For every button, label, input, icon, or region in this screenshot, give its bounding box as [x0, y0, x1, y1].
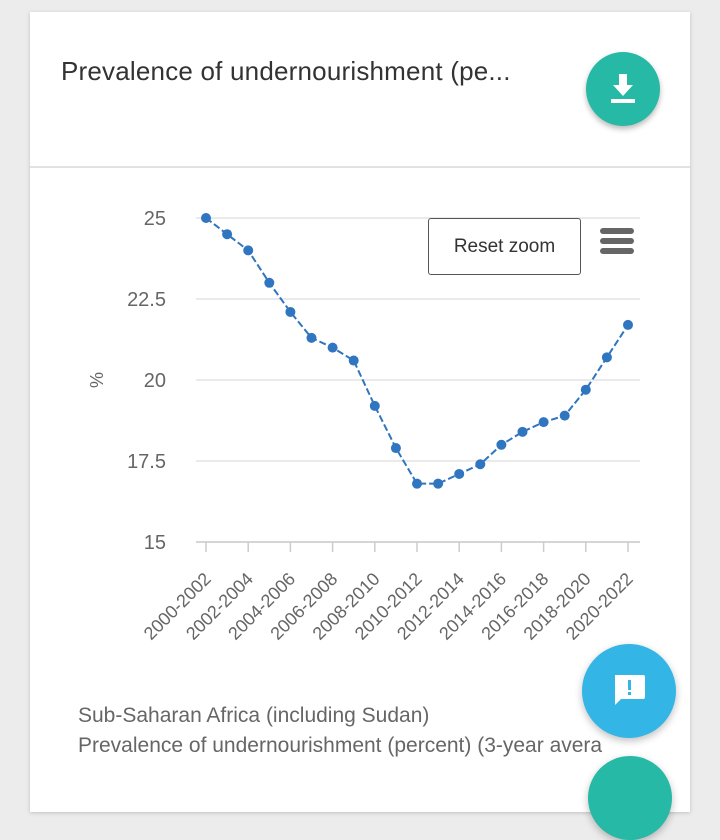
- chart-area: 25 22.5 20 17.5 15 2000-2002 2002-2004 2004-200…: [87, 208, 640, 644]
- data-point: [601, 352, 612, 363]
- y-axis-title: %: [87, 372, 107, 388]
- reset-zoom-button[interactable]: Reset zoom: [428, 218, 581, 275]
- data-point: [348, 355, 359, 366]
- data-point: [433, 478, 444, 489]
- data-point: [412, 478, 422, 489]
- hamburger-menu-icon: [598, 228, 638, 263]
- data-point: [201, 213, 211, 223]
- data-point: [538, 417, 549, 428]
- caption-region: Sub-Saharan Africa (including Sudan): [78, 704, 430, 727]
- data-point: [390, 443, 401, 454]
- chart-menu-button[interactable]: [598, 224, 638, 260]
- feedback-icon: [611, 672, 647, 711]
- data-point: [369, 400, 380, 411]
- data-point: [496, 439, 507, 450]
- chart-card: Prevalence of undernourishment (pe...: [30, 12, 690, 812]
- data-point: [243, 245, 254, 256]
- y-tick-label: 17.5: [127, 451, 166, 473]
- data-point: [559, 410, 570, 421]
- data-point: [327, 342, 338, 353]
- data-point: [475, 459, 486, 470]
- line-chart: 2522.52017.5152000-20022002-20042004-200…: [87, 208, 640, 644]
- y-tick-label: 22.5: [127, 289, 166, 311]
- caption-indicator: Prevalence of undernourishment (percent)…: [78, 734, 603, 757]
- download-icon: [608, 72, 638, 107]
- data-point: [306, 332, 317, 343]
- series-line: [205, 217, 629, 485]
- feedback-button[interactable]: [582, 644, 676, 738]
- data-point: [623, 319, 633, 330]
- data-point: [454, 468, 465, 479]
- download-button[interactable]: [586, 52, 660, 126]
- data-point: [580, 384, 591, 395]
- data-point: [517, 426, 528, 437]
- y-tick-label: 20: [144, 370, 166, 392]
- data-point: [264, 277, 275, 288]
- data-point: [285, 306, 296, 317]
- y-tick-label: 15: [144, 532, 166, 554]
- secondary-action-button[interactable]: [588, 756, 672, 840]
- card-header: Prevalence of undernourishment (pe...: [30, 12, 690, 168]
- y-tick-label: 25: [144, 208, 166, 230]
- data-point: [222, 229, 233, 240]
